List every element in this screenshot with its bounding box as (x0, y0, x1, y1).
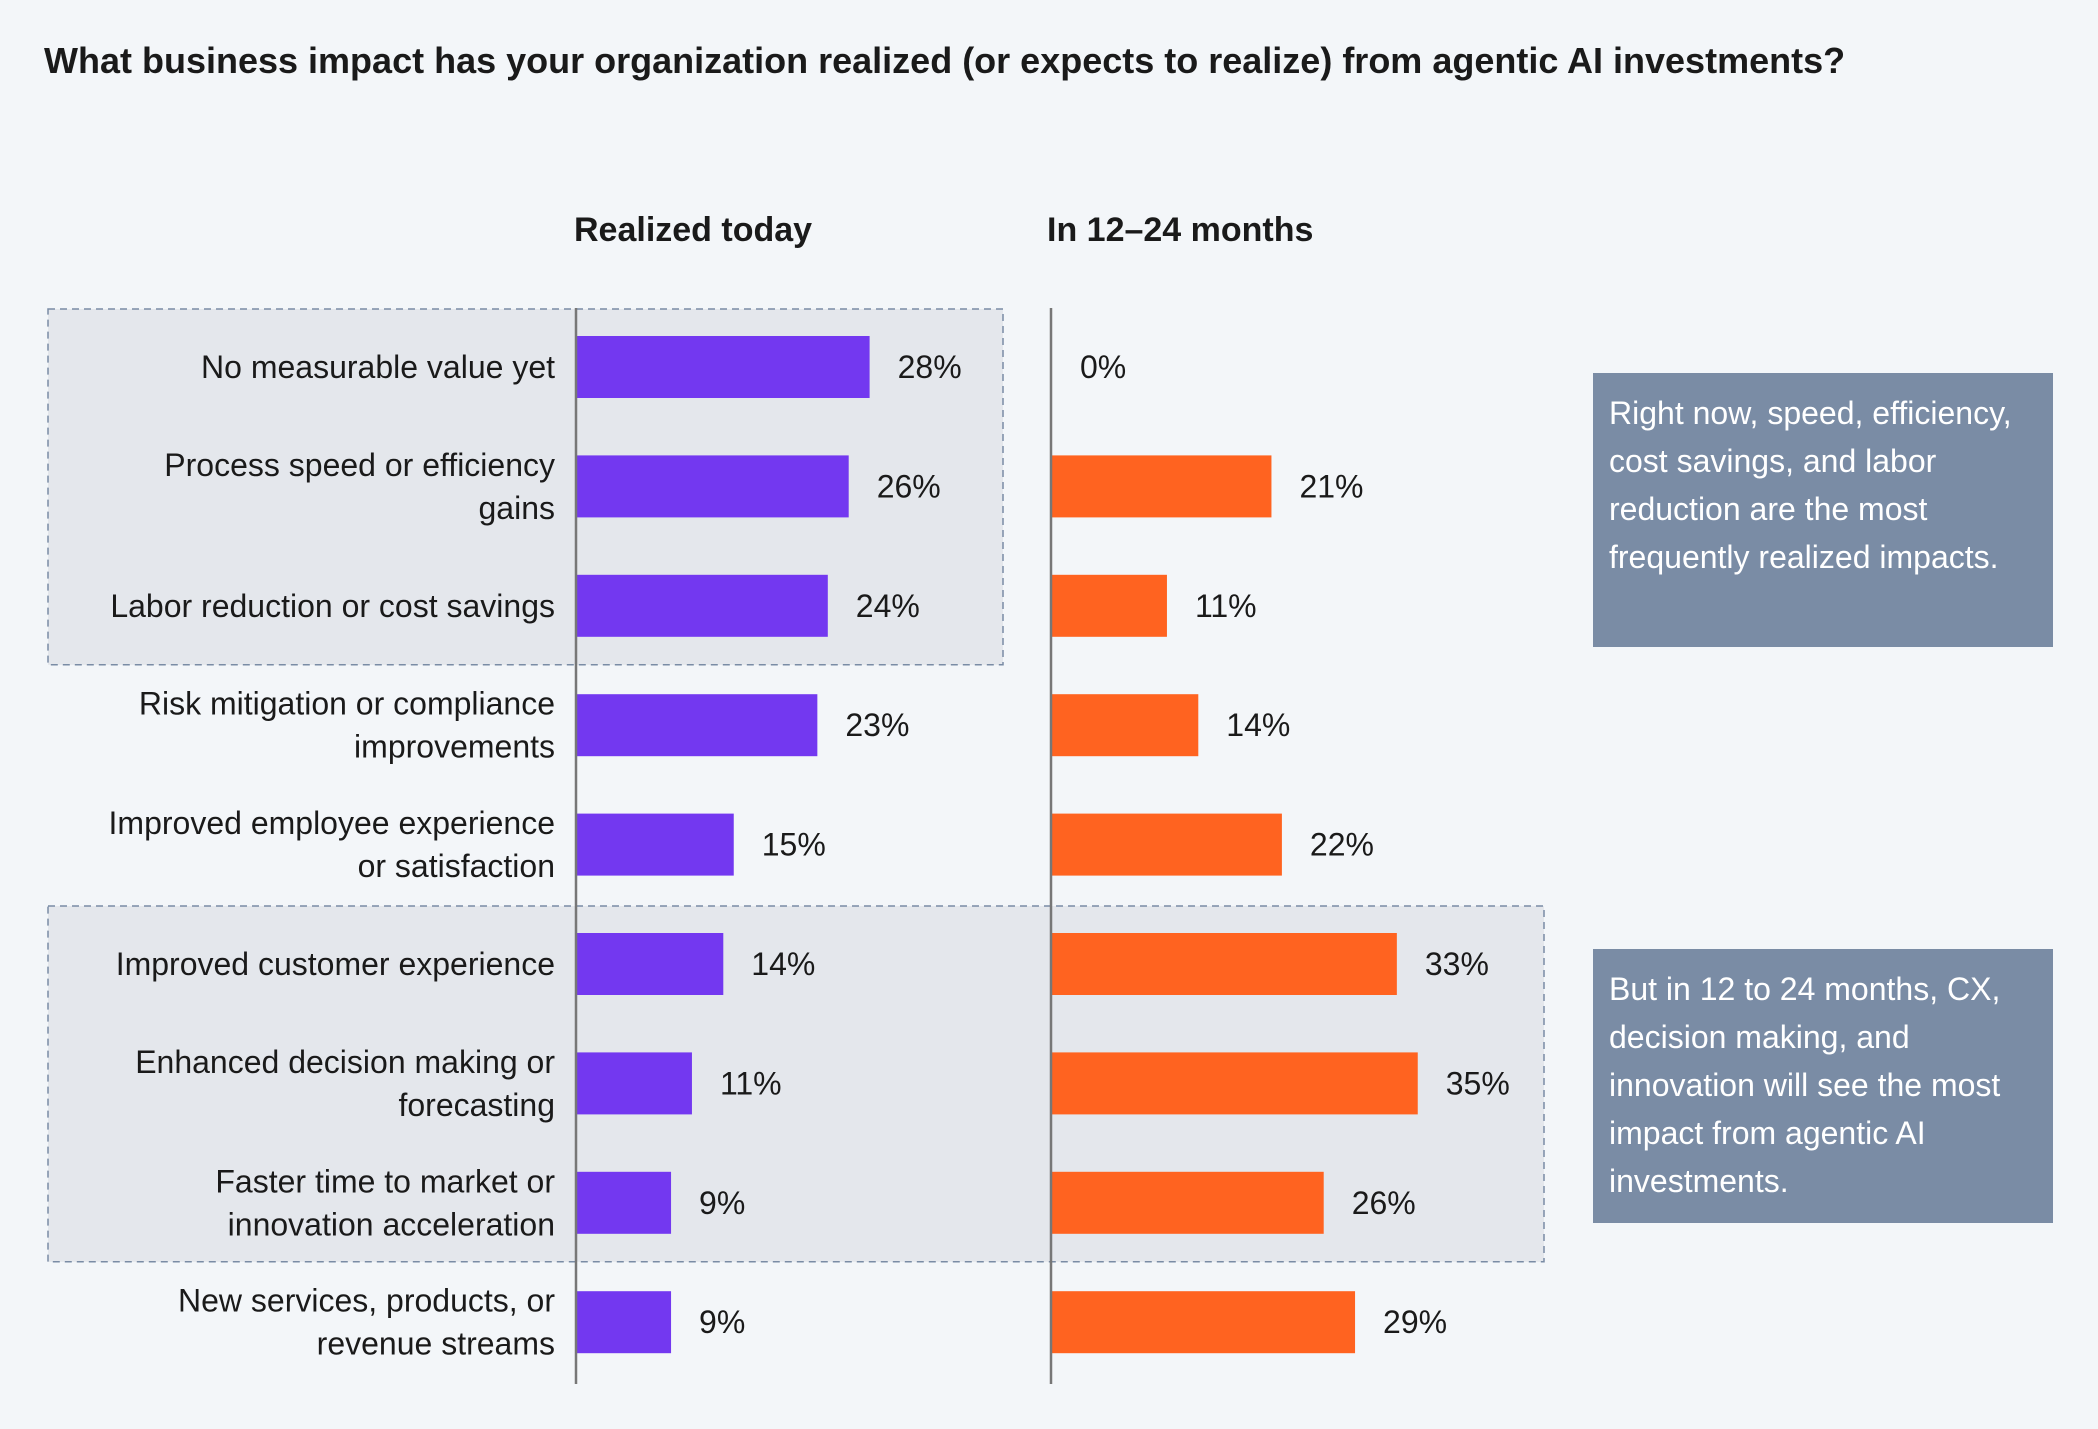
bar-realized (577, 1052, 692, 1114)
data-label: 21% (1299, 468, 1363, 504)
bar-future (1052, 1172, 1324, 1234)
data-label: 24% (856, 588, 920, 624)
callout-12-24-months: But in 12 to 24 months, CX, decision mak… (1593, 949, 2053, 1223)
category-label: No measurable value yet (201, 349, 555, 385)
data-label: 22% (1310, 827, 1374, 863)
data-label: 26% (877, 468, 941, 504)
data-label: 9% (699, 1304, 745, 1340)
series-header-1: In 12–24 months (1047, 211, 1313, 249)
bar-realized (577, 694, 817, 756)
bar-realized (577, 1172, 671, 1234)
data-label: 26% (1352, 1185, 1416, 1221)
bar-realized (577, 933, 723, 995)
bar-future (1052, 575, 1167, 637)
bar-future (1052, 1291, 1355, 1353)
bar-future (1052, 933, 1397, 995)
bar-realized (577, 575, 828, 637)
data-label: 9% (699, 1185, 745, 1221)
bar-realized (577, 455, 849, 517)
data-label: 33% (1425, 946, 1489, 982)
callout-realized-today: Right now, speed, efficiency, cost savin… (1593, 373, 2053, 647)
data-label: 23% (845, 707, 909, 743)
data-label: 28% (898, 349, 962, 385)
series-header-0: Realized today (574, 211, 812, 249)
bar-realized (577, 336, 870, 398)
data-label: 11% (1195, 588, 1257, 624)
category-label: New services, products, or revenue stream… (178, 1283, 555, 1362)
data-label: 14% (1226, 707, 1290, 743)
bar-future (1052, 694, 1198, 756)
category-label: Improved employee experience or satisfact… (109, 805, 555, 884)
data-label: 29% (1383, 1304, 1447, 1340)
data-label: 0% (1080, 349, 1126, 385)
bar-future (1052, 814, 1282, 876)
data-label: 35% (1446, 1065, 1510, 1101)
bar-future (1052, 455, 1271, 517)
bar-future (1052, 1052, 1418, 1114)
data-label: 11% (720, 1065, 782, 1101)
bar-realized (577, 1291, 671, 1353)
data-label: 14% (751, 946, 815, 982)
category-label: Labor reduction or cost savings (110, 588, 555, 624)
category-label: Risk mitigation or compliance improvement… (139, 686, 555, 765)
data-label: 15% (762, 827, 826, 863)
category-label: Improved customer experience (116, 946, 555, 982)
bar-realized (577, 814, 734, 876)
